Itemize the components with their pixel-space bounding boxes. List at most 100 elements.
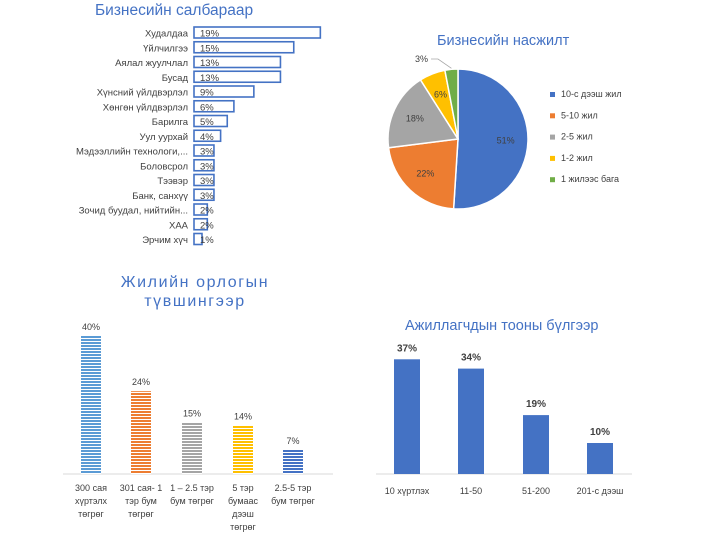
sector-data-label: 3% bbox=[200, 161, 214, 172]
age-chart-title: Бизнесийн насжилт bbox=[437, 33, 570, 49]
pie-data-label: 51% bbox=[497, 135, 515, 145]
income-chart-title-line1: Жилийн орлогын bbox=[120, 274, 270, 291]
sector-bar bbox=[193, 203, 209, 216]
sector-bar bbox=[193, 217, 209, 231]
income-bar bbox=[182, 422, 202, 474]
legend-label: 5-10 жил bbox=[561, 110, 598, 120]
income-data-label: 7% bbox=[286, 436, 299, 446]
income-category-label: 300 сая bbox=[75, 483, 107, 493]
employee-category-label: 11-50 bbox=[460, 486, 482, 496]
income-bar bbox=[233, 425, 253, 474]
legend-marker bbox=[550, 92, 555, 97]
income-data-label: 40% bbox=[82, 322, 100, 332]
employee-bar bbox=[523, 415, 549, 474]
legend-label: 1-2 жил bbox=[561, 153, 593, 163]
sector-bar bbox=[193, 232, 203, 246]
sector-category-label: Бусад bbox=[162, 73, 189, 84]
income-category-label: бум төгрөг bbox=[170, 496, 214, 506]
pie-slice bbox=[387, 78, 460, 149]
income-bar bbox=[283, 449, 303, 474]
income-category-label: хүртэлх bbox=[75, 496, 108, 506]
employee-chart-title: Ажиллагчдын тооны бүлгээр bbox=[405, 318, 599, 334]
income-category-label: бум төгрөг bbox=[271, 496, 315, 506]
sector-data-label: 13% bbox=[200, 58, 220, 69]
sector-bar bbox=[193, 26, 322, 39]
sector-category-label: ХАА bbox=[169, 220, 189, 231]
income-category-label: бумаас bbox=[228, 496, 259, 506]
sector-bar bbox=[193, 40, 295, 54]
sector-data-label: 3% bbox=[200, 176, 214, 187]
sector-bar bbox=[193, 55, 282, 69]
income-category-label: 301 сая- 1 bbox=[120, 483, 162, 493]
sector-data-label: 2% bbox=[200, 206, 214, 217]
sector-bar bbox=[193, 70, 282, 84]
legend-marker bbox=[550, 134, 555, 140]
pie-slice bbox=[387, 138, 459, 210]
sector-bar bbox=[193, 158, 215, 172]
sector-bar bbox=[193, 188, 215, 202]
legend-marker bbox=[550, 155, 555, 161]
sector-data-label: 1% bbox=[200, 235, 214, 246]
income-category-label: төгрөг bbox=[230, 522, 256, 532]
sector-bar bbox=[193, 129, 222, 143]
income-bar bbox=[81, 336, 101, 474]
sector-data-label: 6% bbox=[200, 102, 214, 113]
sector-category-label: Хөнгөн үйлдвэрлэл bbox=[103, 102, 188, 113]
employee-data-label: 34% bbox=[461, 353, 481, 364]
pie-data-label: 22% bbox=[416, 169, 434, 179]
sector-category-label: Уул уурхай bbox=[139, 132, 188, 143]
income-data-label: 14% bbox=[234, 412, 252, 422]
sector-data-label: 9% bbox=[200, 88, 214, 99]
employee-data-label: 19% bbox=[526, 399, 546, 410]
sector-data-label: 4% bbox=[200, 132, 214, 143]
employee-data-label: 10% bbox=[590, 427, 610, 438]
income-category-label: төгрөг bbox=[78, 509, 104, 519]
legend-label: 10-с дээш жил bbox=[561, 89, 622, 99]
sector-bar bbox=[193, 99, 235, 113]
income-bar-chart: 40% 300 сая хүртэлх төгрөг 24% 301 сая- 1 тэр … bbox=[63, 322, 333, 532]
sector-bar bbox=[193, 114, 229, 128]
legend-label: 1 жилээс бага bbox=[561, 174, 619, 184]
sector-data-label: 15% bbox=[200, 43, 220, 54]
pie-data-label: 6% bbox=[434, 90, 447, 100]
sector-data-label: 3% bbox=[200, 147, 214, 158]
age-pie-chart: 51% 22% 18% 6% 3% 10-с дээш жил 5-10 жил 2-5 жи… bbox=[387, 54, 622, 210]
legend-label: 2-5 жил bbox=[561, 132, 593, 142]
employee-category-label: 201-с дээш bbox=[577, 486, 624, 496]
income-category-label: тэр бум bbox=[125, 496, 157, 506]
pie-data-label: 3% bbox=[415, 54, 428, 64]
sector-category-label: Худалдаа bbox=[145, 29, 189, 40]
employee-bar bbox=[394, 359, 420, 474]
income-category-label: 2.5-5 тэр bbox=[275, 483, 312, 493]
legend-marker bbox=[550, 113, 555, 119]
income-data-label: 15% bbox=[183, 408, 201, 418]
income-category-label: төгрөг bbox=[128, 509, 154, 519]
employee-category-label: 10 хүртлэх bbox=[385, 486, 430, 496]
sector-category-label: Боловсрол bbox=[140, 161, 188, 172]
income-category-label: 1 – 2.5 тэр bbox=[170, 483, 214, 493]
sector-bar bbox=[193, 144, 215, 157]
sector-category-label: Эрчим хүч bbox=[142, 235, 188, 246]
sector-bar bbox=[193, 85, 255, 98]
income-category-label: дээш bbox=[232, 509, 254, 519]
employee-bar bbox=[587, 443, 613, 474]
income-data-label: 24% bbox=[132, 377, 150, 387]
sector-category-label: Аялал жуулчлал bbox=[115, 58, 188, 69]
sector-data-label: 2% bbox=[200, 220, 214, 231]
sector-category-label: Барилга bbox=[152, 117, 189, 128]
sector-data-label: 3% bbox=[200, 191, 214, 202]
sector-category-label: Тээвэр bbox=[157, 176, 188, 187]
employee-bar-chart: 37% 10 хүртлэх 34% 11-50 19% 51-200 10% 201-с д… bbox=[376, 343, 632, 496]
sector-chart-title: Бизнесийн салбараар bbox=[95, 2, 254, 19]
sector-category-label: Банк, санхүү bbox=[132, 191, 188, 202]
sector-data-label: 5% bbox=[200, 117, 214, 128]
sector-category-label: Мэдээллийн технологи,... bbox=[76, 147, 188, 158]
pie-leader-line bbox=[431, 58, 452, 69]
sector-category-label: Зочид буудал, нийтийн... bbox=[79, 206, 188, 217]
sector-bar-chart: Худалдаа 19% Үйлчилгээ 15% Аялал жуулчлал 13%… bbox=[76, 26, 322, 246]
sector-data-label: 19% bbox=[200, 29, 220, 40]
income-bar bbox=[131, 391, 151, 474]
pie-slice bbox=[444, 68, 459, 140]
legend-marker bbox=[550, 177, 555, 183]
